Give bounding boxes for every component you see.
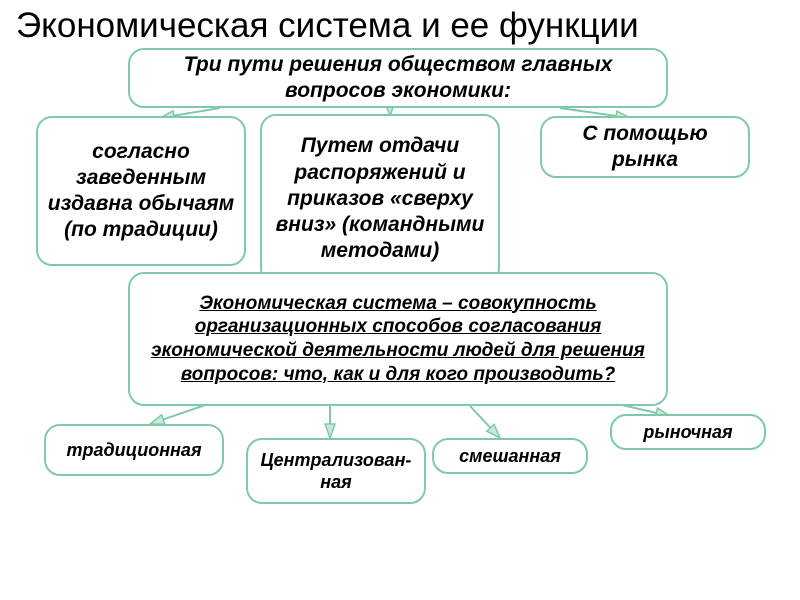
node-path3: С помощью рынка [540, 116, 750, 178]
arrow-shaft-0 [174, 108, 220, 116]
node-type4: рыночная [610, 414, 766, 450]
node-type3: смешанная [432, 438, 588, 474]
diagram-stage: Экономическая система и ее функцииТри пу… [0, 0, 800, 600]
node-type1: традиционная [44, 424, 224, 476]
arrow-head-3 [150, 415, 165, 424]
arrow-shaft-2 [560, 108, 616, 116]
arrow-head-4 [325, 424, 335, 438]
node-path1: согласно заведенным издавна обычаям (по … [36, 116, 246, 266]
arrow-head-5 [487, 424, 500, 438]
node-intro: Три пути решения обществом главных вопро… [128, 48, 668, 108]
node-type2: Централизован-ная [246, 438, 426, 504]
arrow-shaft-5 [470, 406, 490, 428]
node-path2: Путем отдачи распоряжений и приказов «св… [260, 114, 500, 284]
node-definition: Экономическая система – совокупность орг… [128, 272, 668, 406]
page-title: Экономическая система и ее функции [16, 6, 786, 52]
